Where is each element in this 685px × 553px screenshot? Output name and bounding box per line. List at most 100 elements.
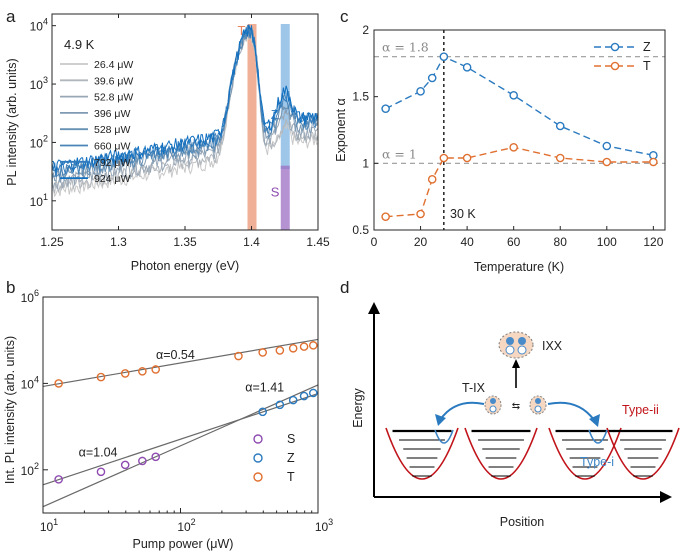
transfer-arrowhead-right xyxy=(589,414,600,427)
reference-label: α = 1.8 xyxy=(382,40,429,55)
point-T xyxy=(299,342,309,351)
type-ii-well xyxy=(548,427,622,480)
x-tick-label: 60 xyxy=(507,235,521,249)
position-axis-arrowhead xyxy=(660,491,672,503)
x-tick-label: 1.35 xyxy=(173,235,197,249)
binding-arrowhead xyxy=(512,359,520,368)
fit-label-T: α=0.54 xyxy=(156,348,195,362)
panel-d: d Energy Position IXX T-IX ⇆ xyxy=(340,278,680,529)
x-tick-label: 1.4 xyxy=(243,235,260,249)
legend-marker-Z xyxy=(253,453,263,463)
transfer-arrow-right xyxy=(547,401,595,421)
panel-c-series xyxy=(381,52,658,221)
legend-marker-S xyxy=(253,434,263,444)
y-tick-label: 1.5 xyxy=(352,90,369,104)
legend-entry-Z: Z xyxy=(287,451,295,465)
point-T xyxy=(381,212,390,221)
x-tick-label: 40 xyxy=(460,235,474,249)
spectrum-792-μW xyxy=(51,25,319,176)
y-tick-label: 104 xyxy=(30,17,48,34)
legend-entry: 26.4 μW xyxy=(94,59,133,71)
point-Z xyxy=(381,104,390,113)
panel-b-legend: SZT xyxy=(253,432,295,484)
panel-a-spectra xyxy=(51,24,319,198)
legend-marker-T xyxy=(253,472,263,482)
y-tick-label: 102 xyxy=(30,133,48,150)
panel-b-fit-labels: α=1.04 α=1.41 α=0.54 xyxy=(79,348,285,459)
x-tick-label: 101 xyxy=(40,517,58,534)
ixx-hole-icon xyxy=(505,345,515,355)
legend-entry: 52.8 μW xyxy=(94,92,133,104)
point-S xyxy=(54,475,63,484)
panel-d-ylabel: Energy xyxy=(351,387,365,427)
ixx-electron-icon xyxy=(518,337,526,345)
legend-marker-Z xyxy=(610,42,620,52)
series-line-T xyxy=(385,146,654,218)
x-tick-label: 1.45 xyxy=(306,235,330,249)
panel-c: c α = 1.8 α = 1 0 20 40 60 80 100 120 0.5 1 1.5 2 Z… xyxy=(334,7,666,274)
legend-entry-T: T xyxy=(287,470,295,484)
point-T xyxy=(258,348,267,357)
point-Z xyxy=(258,407,267,417)
y-tick-label: 104 xyxy=(21,374,39,391)
type-i-well-left xyxy=(434,429,454,444)
tix-exciton-right-icon xyxy=(529,395,547,415)
panel-b-fit-lines xyxy=(42,338,319,508)
panel-a-ylabel: PL intensity (arb. units) xyxy=(5,58,19,185)
panel-b-letter: b xyxy=(6,278,15,297)
point-T xyxy=(416,209,425,219)
band-S xyxy=(280,165,290,230)
panel-c-letter: c xyxy=(340,7,349,26)
panel-c-ylabel: Exponent α xyxy=(334,98,348,162)
x-tick-label: 103 xyxy=(315,517,333,534)
panel-a-temperature: 4.9 K xyxy=(64,37,95,52)
point-T xyxy=(151,365,160,374)
x-tick-label: 1.25 xyxy=(40,235,64,249)
point-T xyxy=(138,367,147,376)
panel-c-reference-lines: α = 1.8 α = 1 xyxy=(374,30,665,230)
ixx-complex: IXX xyxy=(498,331,563,359)
fit-label-Z: α=1.41 xyxy=(245,381,284,395)
y-tick-label: 102 xyxy=(21,461,39,478)
fit-label-S: α=1.04 xyxy=(79,446,118,460)
legend-entry-S: S xyxy=(287,432,295,446)
legend-entry-Z: Z xyxy=(643,40,651,54)
panel-b-ylabel: Int. PL intensity (arb. units) xyxy=(3,336,17,484)
point-S xyxy=(120,460,130,470)
series-line-Z xyxy=(385,55,654,156)
legend-entry: 528 μW xyxy=(94,124,130,136)
legend-entry: 924 μW xyxy=(94,173,130,185)
y-tick-label: 103 xyxy=(30,75,48,92)
tix-exciton-left-icon xyxy=(484,395,502,415)
panel-a-letter: a xyxy=(6,7,16,26)
point-Z xyxy=(288,395,298,405)
point-Z xyxy=(439,52,449,61)
type-ii-well xyxy=(385,427,459,480)
point-T xyxy=(308,341,318,350)
ixx-electron-icon xyxy=(506,337,514,345)
point-S xyxy=(138,456,147,466)
x-tick-label: 102 xyxy=(177,517,195,534)
legend-entry-T: T xyxy=(643,59,651,73)
legend-entry: 792 μW xyxy=(94,157,130,169)
tix-label: T-IX xyxy=(462,381,486,395)
panel-b-ticks: 101 102 103 102 104 106 xyxy=(21,288,334,534)
point-Z xyxy=(299,391,309,401)
panel-d-letter: d xyxy=(340,278,349,297)
point-T xyxy=(234,351,243,361)
point-T xyxy=(555,153,565,163)
x-tick-label: 0 xyxy=(371,235,378,249)
ixx-cloud xyxy=(498,331,534,359)
panel-c-xlabel: Temperature (K) xyxy=(474,260,564,274)
ixx-label: IXX xyxy=(542,339,563,353)
transfer-arrow-left xyxy=(439,401,485,421)
panel-c-ticks: 0 20 40 60 80 100 120 0.5 1 1.5 2 xyxy=(352,23,663,249)
point-Z xyxy=(509,91,518,100)
point-T xyxy=(288,343,298,353)
point-T xyxy=(509,143,518,152)
x-tick-label: 100 xyxy=(597,235,617,249)
point-T xyxy=(120,369,130,378)
